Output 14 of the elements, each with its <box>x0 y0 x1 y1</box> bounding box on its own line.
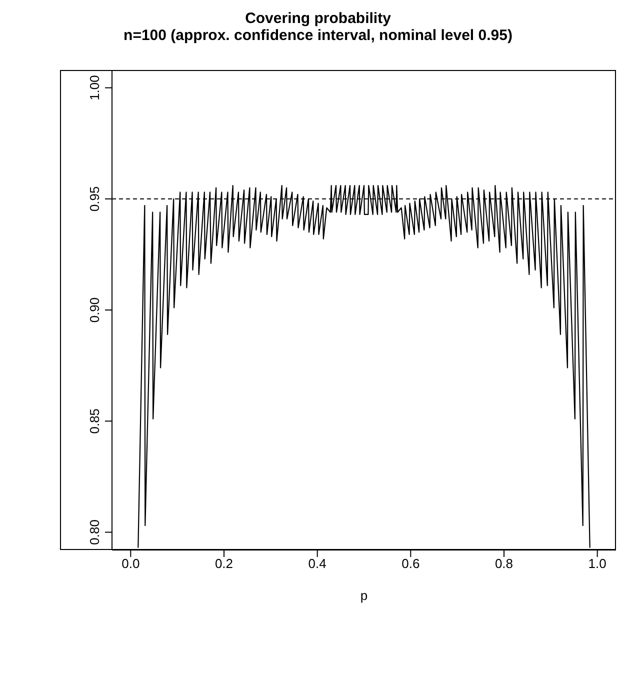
y-tick-label: 0.90 <box>87 297 102 323</box>
x-tick-label: 1.0 <box>588 556 606 572</box>
y-tick-label: 1.00 <box>87 75 102 100</box>
x-tick-label: 0.8 <box>494 556 514 572</box>
y-tick-label: 0.80 <box>87 520 102 545</box>
x-tick-label: 0.6 <box>402 556 420 572</box>
y-tick-label: 0.95 <box>87 186 102 212</box>
x-tick-label: 0.4 <box>308 556 326 572</box>
x-tick-label: 0.2 <box>214 556 234 572</box>
x-axis-title: p <box>360 588 368 603</box>
chart-title: Covering probability <box>244 10 392 27</box>
x-tick-label: 0.0 <box>122 556 140 572</box>
y-tick-label: 0.85 <box>87 408 102 434</box>
chart-subtitle: n=100 (approx. confidence interval, nominal level 0.95) <box>122 27 514 44</box>
